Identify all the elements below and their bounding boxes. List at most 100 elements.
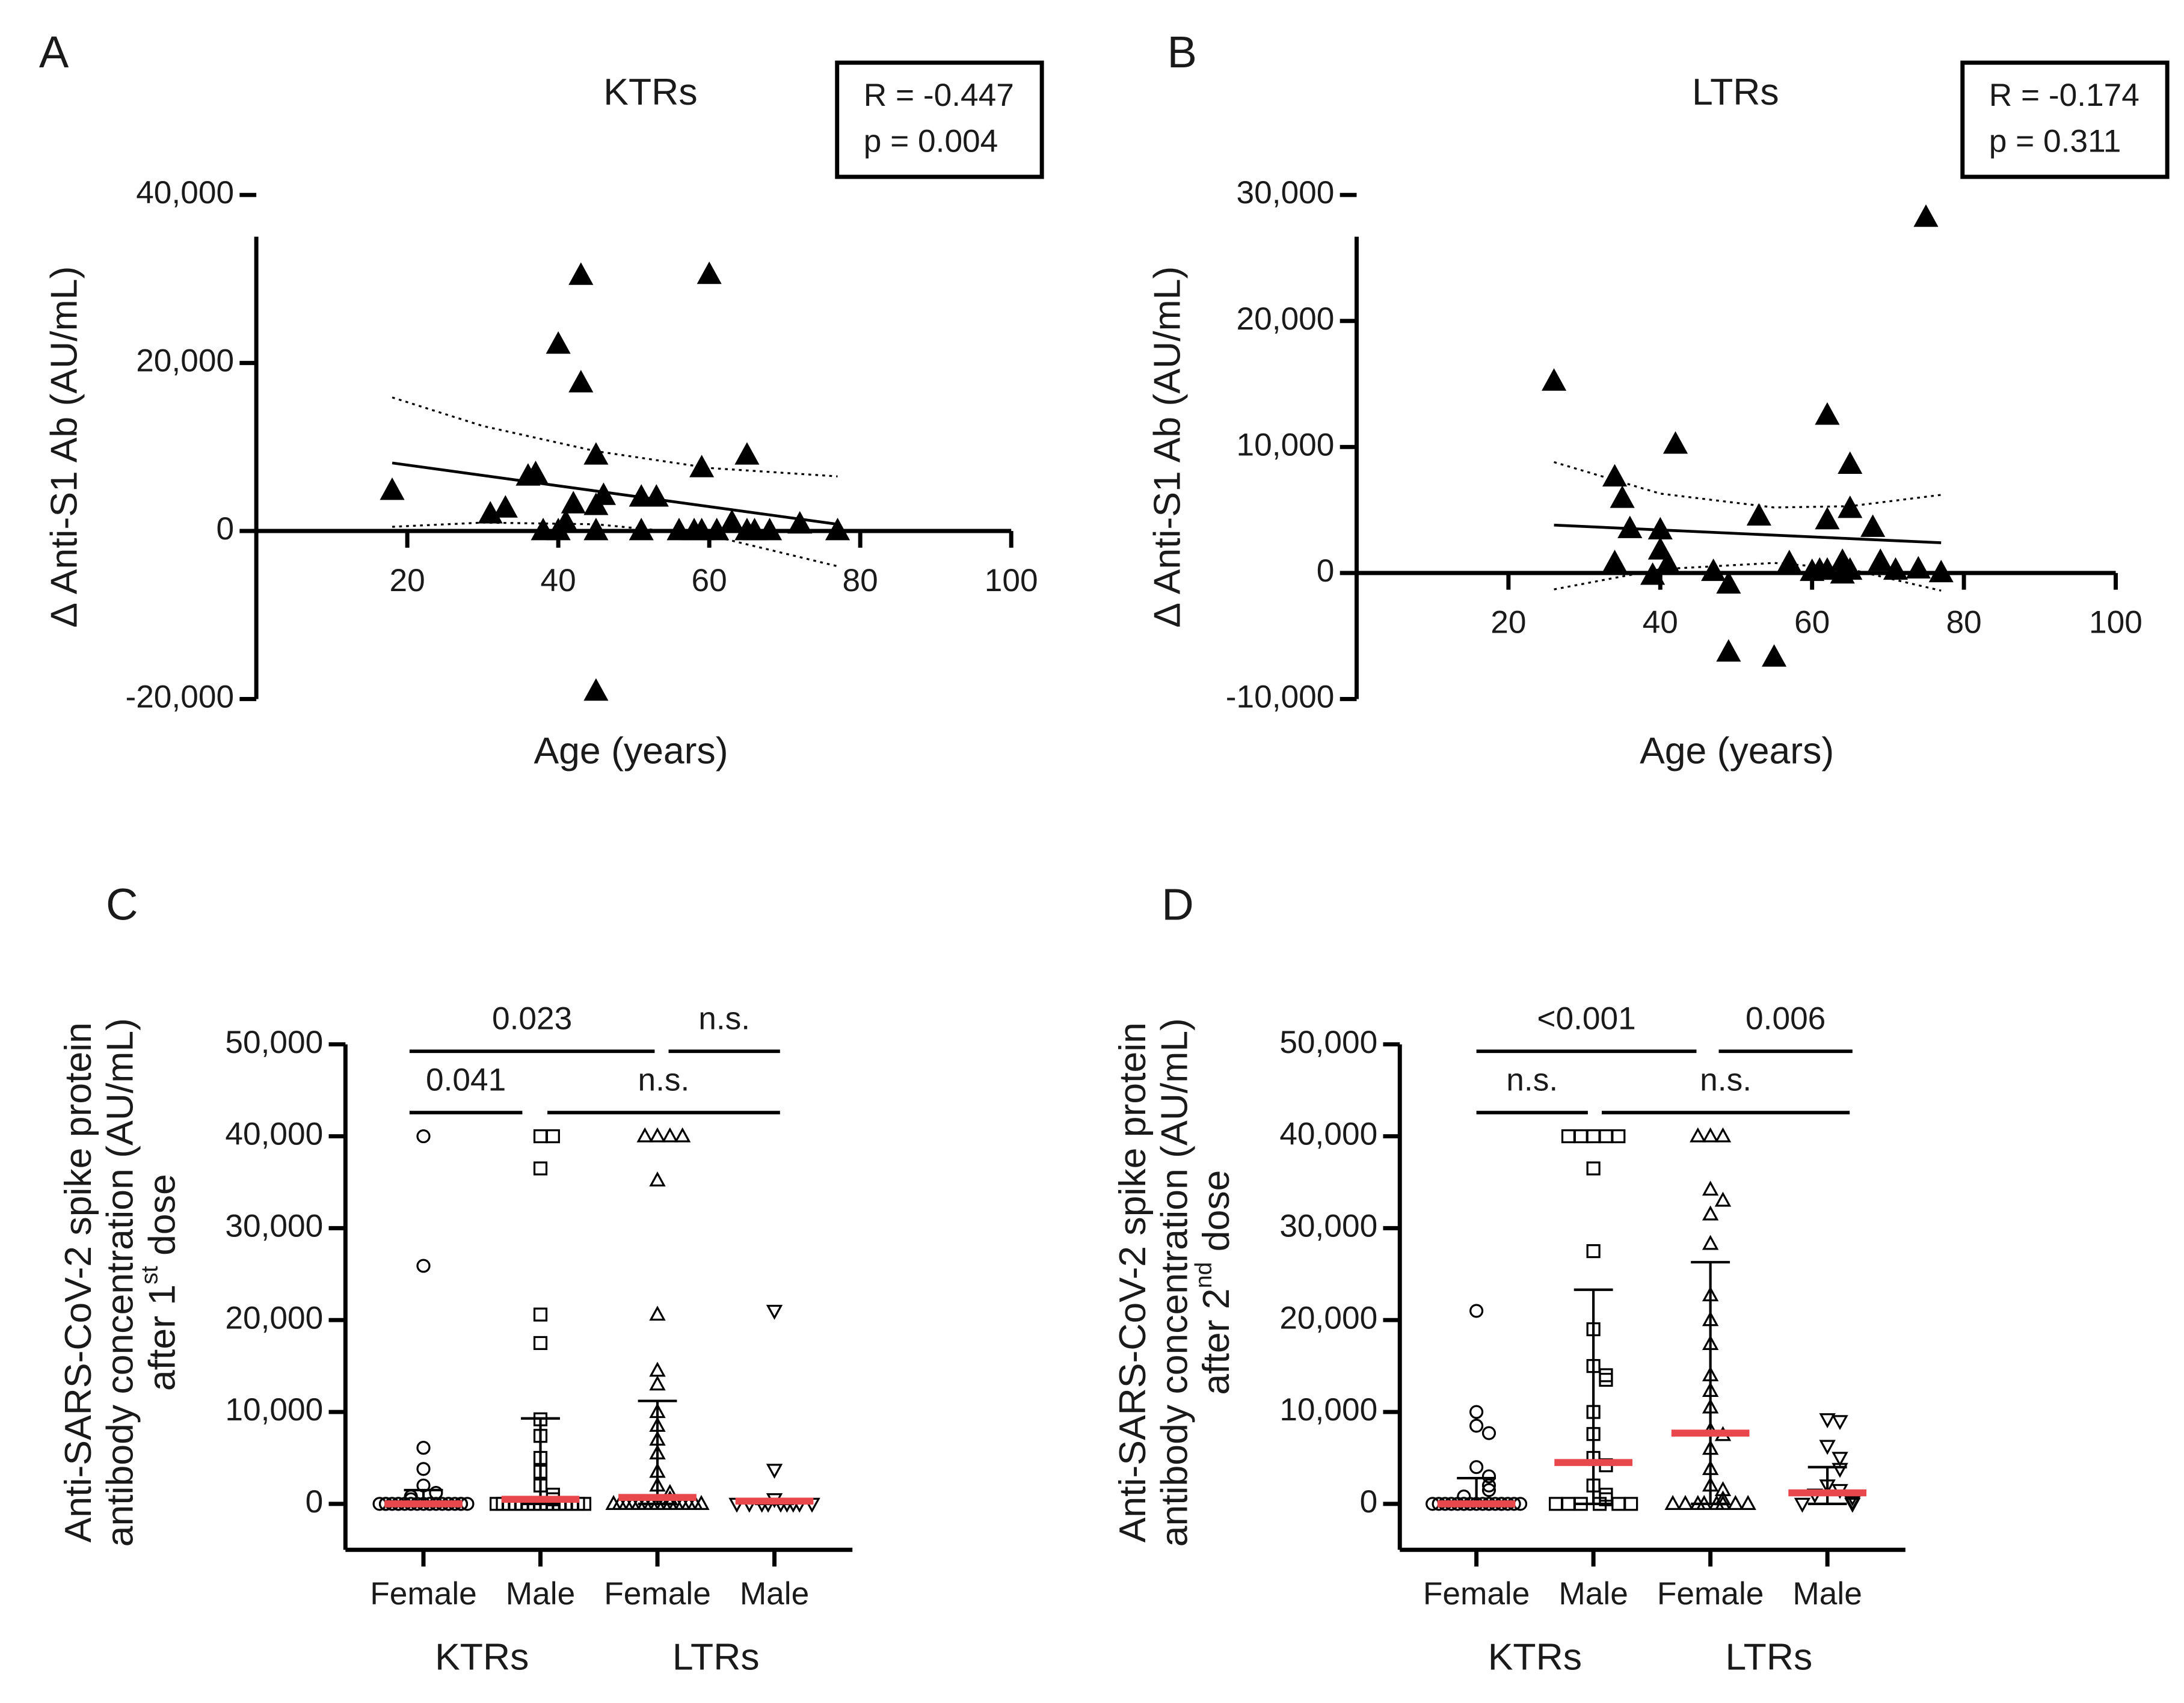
median bbox=[735, 1497, 814, 1505]
scatter-panel: B LTRs R = -0.174 p = 0.311 Age (years) Δ Ant… bbox=[1146, 27, 2170, 772]
x-tick-label: 100 bbox=[2089, 605, 2142, 640]
point bbox=[568, 262, 594, 285]
point bbox=[1586, 1244, 1601, 1259]
comparison-label: n.s. bbox=[698, 1001, 750, 1036]
x-axis-label: Age (years) bbox=[534, 729, 728, 772]
point bbox=[1549, 1497, 1563, 1511]
group-label: KTRs bbox=[435, 1636, 529, 1678]
point bbox=[1481, 1483, 1497, 1497]
point bbox=[1702, 1180, 1719, 1196]
point bbox=[416, 1462, 431, 1476]
point bbox=[649, 1306, 666, 1321]
point bbox=[1928, 559, 1954, 583]
point bbox=[697, 261, 722, 284]
point bbox=[734, 442, 760, 465]
panel-label: D bbox=[1161, 879, 1194, 929]
ci-upper bbox=[1554, 461, 1942, 509]
point bbox=[416, 1129, 431, 1144]
comparison-label: 0.006 bbox=[1746, 1001, 1826, 1036]
point bbox=[1860, 514, 1886, 537]
point bbox=[1690, 1127, 1706, 1143]
point bbox=[787, 511, 813, 534]
point bbox=[1655, 551, 1681, 574]
x-tick-label: Male bbox=[506, 1576, 575, 1612]
comparison-label: n.s. bbox=[1506, 1062, 1558, 1097]
point bbox=[1481, 1469, 1497, 1484]
point bbox=[1561, 1497, 1576, 1511]
point bbox=[1794, 1497, 1811, 1513]
point bbox=[1469, 1419, 1484, 1433]
point bbox=[1815, 402, 1840, 425]
comparison-label: <0.001 bbox=[1537, 1001, 1635, 1036]
point bbox=[533, 1129, 548, 1144]
point bbox=[1677, 1495, 1694, 1510]
point bbox=[689, 455, 715, 477]
point bbox=[1832, 1462, 1848, 1478]
point bbox=[1762, 644, 1787, 667]
y-tick-label: 40,000 bbox=[136, 175, 234, 210]
point bbox=[1819, 1440, 1836, 1455]
y-tick-label: 30,000 bbox=[1279, 1208, 1377, 1244]
point bbox=[1664, 1495, 1681, 1510]
comparison-label: 0.023 bbox=[492, 1001, 572, 1036]
point bbox=[1714, 1191, 1732, 1207]
y-axis-label-part: after 1 bbox=[141, 1284, 183, 1391]
y-tick-label: 50,000 bbox=[225, 1025, 323, 1060]
y-tick-label: 10,000 bbox=[1237, 427, 1335, 462]
point bbox=[1611, 1497, 1626, 1511]
point bbox=[1716, 571, 1741, 594]
y-tick-label: 10,000 bbox=[225, 1392, 323, 1428]
median bbox=[618, 1494, 697, 1501]
point bbox=[649, 1127, 666, 1143]
point bbox=[1573, 1129, 1588, 1144]
point bbox=[531, 518, 556, 541]
group-label: KTRs bbox=[1488, 1636, 1582, 1678]
point bbox=[1702, 1235, 1719, 1250]
point bbox=[1663, 431, 1688, 454]
point bbox=[649, 1375, 666, 1391]
x-tick-label: Female bbox=[604, 1576, 711, 1612]
panel-label: B bbox=[1167, 27, 1197, 77]
point bbox=[825, 518, 851, 541]
point bbox=[1599, 1372, 1613, 1387]
annotation: p = 0.004 bbox=[864, 124, 998, 159]
x-tick-label: Female bbox=[370, 1576, 477, 1612]
y-axis-label: after 2nd dose bbox=[1191, 1170, 1237, 1395]
fit-line bbox=[392, 461, 838, 526]
point bbox=[1838, 451, 1863, 474]
point bbox=[1624, 1497, 1638, 1511]
y-axis-label: antibody concentration (AU/mL) bbox=[1153, 1018, 1195, 1547]
point bbox=[1832, 1415, 1848, 1431]
point bbox=[636, 1127, 653, 1143]
point bbox=[649, 1361, 666, 1377]
y-tick-label: 0 bbox=[1317, 553, 1335, 589]
point bbox=[1610, 485, 1635, 508]
x-tick-label: 40 bbox=[541, 563, 576, 598]
y-axis-label-part: nd bbox=[1191, 1262, 1217, 1289]
point bbox=[742, 518, 767, 541]
x-tick-label: Male bbox=[1558, 1576, 1628, 1612]
x-tick-label: 80 bbox=[1946, 605, 1981, 640]
y-axis-label-part: dose bbox=[141, 1174, 183, 1266]
point bbox=[577, 1497, 592, 1511]
point bbox=[680, 1495, 697, 1510]
point bbox=[1542, 368, 1567, 391]
strip-panel: D Anti-SARS-CoV-2 spike protein antibody c… bbox=[1112, 879, 1906, 1678]
point bbox=[1617, 515, 1643, 538]
median bbox=[1671, 1429, 1750, 1437]
x-tick-label: Female bbox=[1423, 1576, 1530, 1612]
point bbox=[1602, 550, 1628, 572]
point bbox=[561, 491, 586, 514]
y-axis-label: Δ Anti-S1 Ab (AU/mL) bbox=[1146, 266, 1189, 628]
x-tick-label: 80 bbox=[843, 563, 878, 598]
x-tick-label: 100 bbox=[985, 563, 1038, 598]
y-axis-label-part: after 2 bbox=[1195, 1288, 1237, 1395]
x-tick-label: Male bbox=[740, 1576, 809, 1612]
point bbox=[523, 461, 549, 483]
annotation: p = 0.311 bbox=[1989, 124, 2121, 159]
point bbox=[1838, 557, 1863, 580]
point bbox=[1469, 1460, 1484, 1474]
point bbox=[583, 518, 609, 541]
point bbox=[1481, 1478, 1497, 1493]
point bbox=[1727, 1495, 1744, 1510]
